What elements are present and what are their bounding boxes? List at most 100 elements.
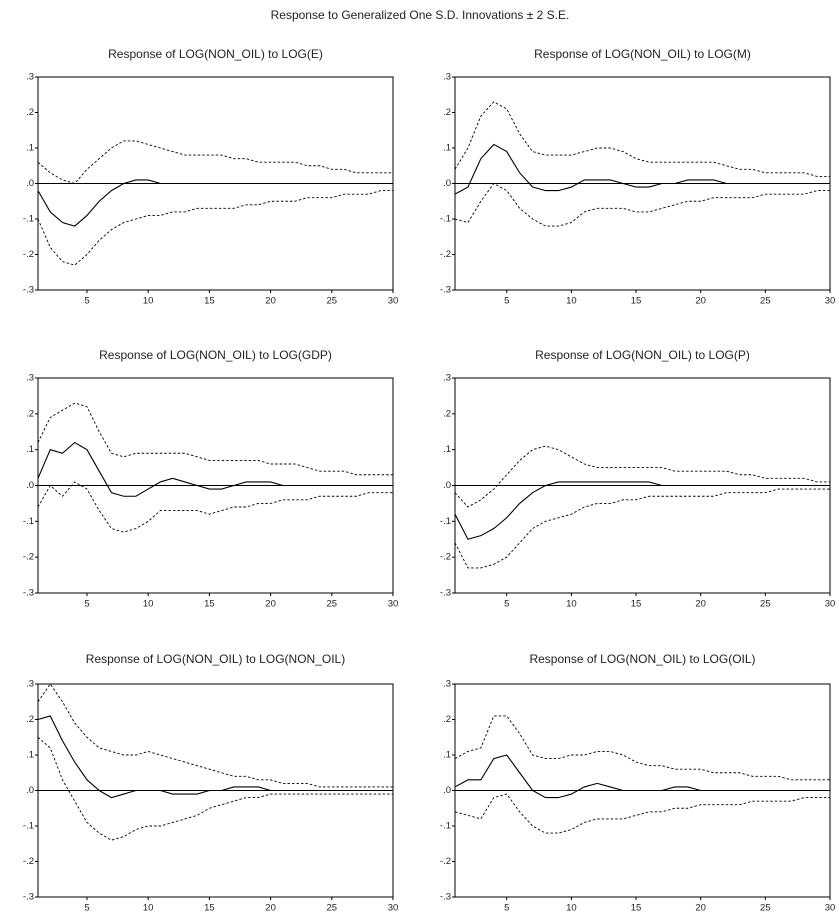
y-tick-label: .3 [443, 72, 451, 83]
panel-title: Response of LOG(NON_OIL) to LOG(OIL) [529, 652, 755, 666]
y-tick-label: -.1 [23, 821, 34, 832]
panel: Response of LOG(NON_OIL) to LOG(OIL) .3 .2… [440, 652, 835, 913]
y-tick-label: .3 [443, 679, 451, 690]
y-tick-label: -.3 [23, 285, 34, 296]
confidence-band-line [37, 190, 393, 266]
y-tick-label: -.3 [440, 285, 451, 296]
y-tick-label: -.2 [440, 552, 451, 563]
y-tick-label: -.2 [23, 552, 34, 563]
x-tick-label: 30 [388, 599, 399, 610]
y-tick-label: .1 [26, 750, 34, 761]
y-tick-label: -.3 [23, 892, 34, 903]
y-tick-label: -.2 [23, 856, 34, 867]
x-tick-label: 20 [695, 296, 706, 307]
y-tick-label: -.1 [23, 214, 34, 225]
x-tick-label: 10 [566, 903, 577, 914]
x-tick-label: 30 [825, 296, 836, 307]
confidence-band-line [37, 683, 393, 788]
confidence-band-line [37, 402, 393, 476]
x-tick-label: 5 [504, 903, 509, 914]
x-tick-label: 15 [631, 599, 642, 610]
y-tick-label: .0 [26, 178, 34, 189]
response-line [37, 715, 393, 799]
panel-title: Response of LOG(NON_OIL) to LOG(GDP) [99, 348, 332, 362]
confidence-band-line [37, 140, 393, 185]
response-line [454, 481, 830, 540]
x-tick-label: 30 [388, 903, 399, 914]
panel-title: Response of LOG(NON_OIL) to LOG(P) [535, 348, 750, 362]
y-tick-label: -.1 [440, 214, 451, 225]
y-tick-label: -.3 [23, 588, 34, 599]
panel: Response of LOG(NON_OIL) to LOG(GDP) .3 .2… [23, 348, 398, 609]
panel-title: Response of LOG(NON_OIL) to LOG(M) [534, 47, 751, 61]
x-tick-label: 5 [504, 599, 509, 610]
panel-title: Response of LOG(NON_OIL) to LOG(E) [108, 47, 323, 61]
y-tick-label: .1 [26, 444, 34, 455]
x-tick-label: 15 [631, 296, 642, 307]
x-tick-label: 15 [204, 903, 215, 914]
x-tick-label: 25 [327, 296, 338, 307]
x-tick-label: 20 [695, 903, 706, 914]
x-tick-label: 20 [265, 903, 276, 914]
y-tick-label: -.3 [440, 892, 451, 903]
confidence-band-line [454, 182, 830, 227]
x-tick-label: 20 [265, 296, 276, 307]
y-tick-label: .2 [443, 408, 451, 419]
response-line [37, 441, 393, 497]
x-tick-label: 15 [204, 296, 215, 307]
x-tick-label: 10 [566, 599, 577, 610]
panel: Response of LOG(NON_OIL) to LOG(NON_OIL)… [23, 652, 398, 913]
x-tick-label: 5 [84, 296, 89, 307]
confidence-band-line [454, 101, 830, 177]
x-tick-label: 5 [504, 296, 509, 307]
panel-title: Response of LOG(NON_OIL) to LOG(NON_OIL) [86, 652, 345, 666]
x-tick-label: 25 [760, 296, 771, 307]
y-tick-label: .3 [26, 679, 34, 690]
confidence-band-line [37, 481, 393, 533]
y-tick-label: -.2 [440, 856, 451, 867]
y-tick-label: -.2 [440, 249, 451, 260]
x-tick-label: 5 [84, 599, 89, 610]
response-line [454, 754, 830, 799]
confidence-band-line [454, 488, 830, 569]
y-tick-label: .2 [26, 107, 34, 118]
confidence-band-line [37, 736, 393, 841]
y-tick-label: .0 [443, 178, 451, 189]
y-tick-label: .2 [443, 714, 451, 725]
x-tick-label: 30 [388, 296, 399, 307]
y-tick-label: -.1 [23, 516, 34, 527]
x-tick-label: 25 [760, 599, 771, 610]
y-tick-label: .1 [26, 143, 34, 154]
confidence-band-line [454, 793, 830, 834]
y-tick-label: .0 [26, 785, 34, 796]
y-tick-label: .0 [26, 480, 34, 491]
y-tick-label: -.1 [440, 516, 451, 527]
y-tick-label: .3 [26, 72, 34, 83]
y-tick-label: .2 [26, 714, 34, 725]
x-tick-label: 15 [204, 599, 215, 610]
x-tick-label: 25 [760, 903, 771, 914]
panel: Response of LOG(NON_OIL) to LOG(E) .3 .2 .1… [23, 47, 398, 306]
y-tick-label: .1 [443, 444, 451, 455]
y-tick-label: .2 [443, 107, 451, 118]
y-tick-label: .0 [443, 480, 451, 491]
y-tick-label: .1 [443, 143, 451, 154]
x-tick-label: 20 [695, 599, 706, 610]
y-tick-label: -.2 [23, 249, 34, 260]
y-tick-label: .0 [443, 785, 451, 796]
figure-title: Response to Generalized One S.D. Innovat… [271, 8, 570, 22]
x-tick-label: 25 [327, 903, 338, 914]
x-tick-label: 10 [143, 296, 154, 307]
x-tick-label: 20 [265, 599, 276, 610]
y-tick-label: -.3 [440, 588, 451, 599]
y-tick-label: .3 [443, 373, 451, 384]
panel: Response of LOG(NON_OIL) to LOG(P) .3 .2 .1… [440, 348, 835, 609]
response-line [37, 179, 393, 227]
confidence-band-line [454, 445, 830, 508]
x-tick-label: 10 [143, 599, 154, 610]
y-tick-label: .1 [443, 750, 451, 761]
y-tick-label: .2 [26, 408, 34, 419]
x-tick-label: 10 [143, 903, 154, 914]
panel: Response of LOG(NON_OIL) to LOG(M) .3 .2 .1… [440, 47, 835, 306]
x-tick-label: 10 [566, 296, 577, 307]
